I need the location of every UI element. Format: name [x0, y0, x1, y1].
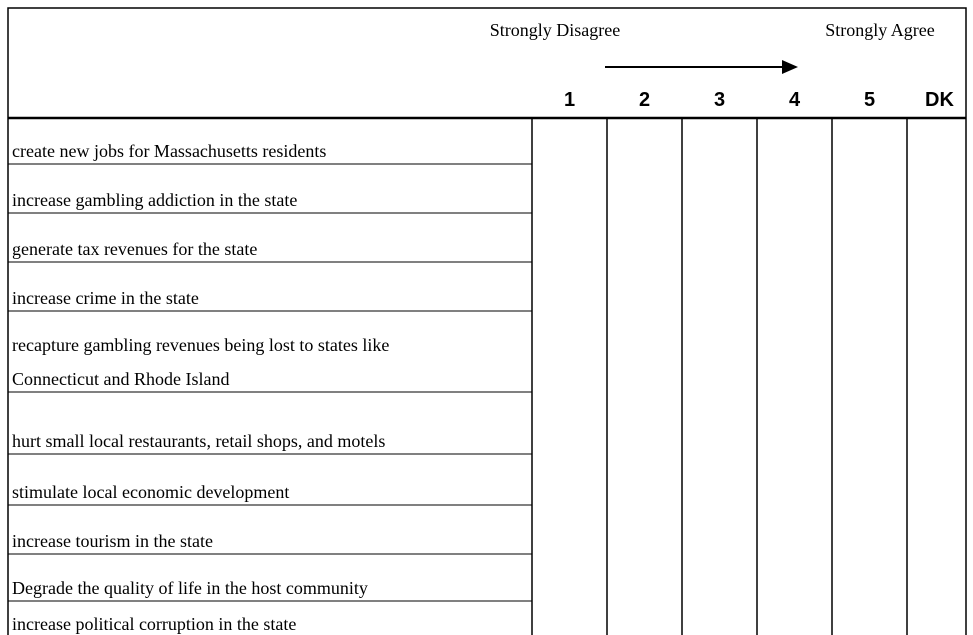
row-label: recapture gambling revenues being lost t… — [12, 335, 389, 355]
column-header: 1 — [564, 89, 575, 111]
column-header: DK — [925, 89, 954, 111]
row-label: increase political corruption in the sta… — [12, 614, 296, 634]
row-label: increase gambling addiction in the state — [12, 190, 297, 210]
row-label: hurt small local restaurants, retail sho… — [12, 431, 385, 451]
row-label: increase crime in the state — [12, 288, 199, 308]
row-label: increase tourism in the state — [12, 531, 213, 551]
row-label: create new jobs for Massachusetts reside… — [12, 141, 326, 161]
column-header: 4 — [789, 89, 801, 111]
column-header: 5 — [864, 89, 875, 111]
left-scale-label: Strongly Disagree — [490, 20, 620, 40]
row-label: generate tax revenues for the state — [12, 239, 257, 259]
column-header: 3 — [714, 89, 725, 111]
column-header: 2 — [639, 89, 650, 111]
right-scale-label: Strongly Agree — [825, 20, 935, 40]
row-label: Degrade the quality of life in the host … — [12, 578, 368, 598]
scale-arrow-head — [782, 60, 798, 74]
row-label: Connecticut and Rhode Island — [12, 369, 229, 389]
table-border — [7, 7, 967, 635]
row-label: stimulate local economic development — [12, 482, 289, 502]
